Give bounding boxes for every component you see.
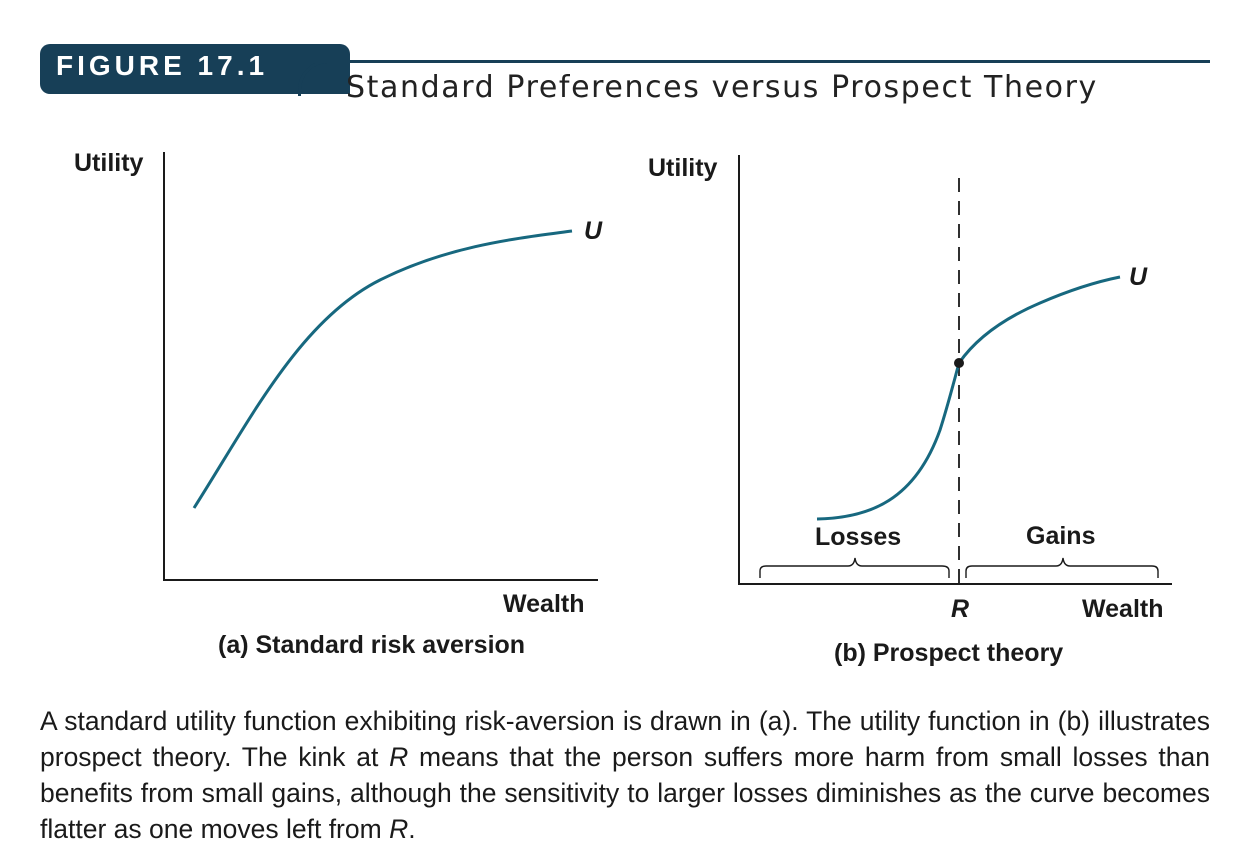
panel-b-loss-curve	[816, 362, 961, 521]
caption-r-2: R	[389, 814, 409, 844]
caption-part-1: A standard utility function exhibiting r…	[40, 706, 1210, 772]
reference-point-label: R	[951, 595, 969, 623]
panel-b-y-axis-label: Utility	[648, 154, 718, 182]
caption-r-1: R	[389, 742, 409, 772]
caption-part-3: .	[408, 814, 416, 844]
kink-point	[954, 358, 964, 368]
panel-a-y-axis-label: Utility	[74, 149, 144, 177]
panel-b-gain-curve	[957, 275, 1121, 364]
panel-b-curve-label: U	[1129, 263, 1148, 291]
figure-title: Standard Preferences versus Prospect The…	[346, 70, 1098, 105]
panel-a-utility-curve	[192, 229, 573, 509]
gains-brace	[965, 557, 1159, 578]
panel-b-caption: (b) Prospect theory	[834, 639, 1063, 667]
panel-b-x-axis-label: Wealth	[1082, 595, 1164, 623]
panel-a: Utility Wealth U (a) Standard risk avers…	[74, 149, 603, 659]
diagram-canvas: Utility Wealth U (a) Standard risk avers…	[74, 149, 1172, 667]
losses-brace	[759, 557, 950, 578]
figure-label: FIGURE 17.1	[56, 50, 269, 81]
panel-a-x-axis-label: Wealth	[503, 590, 585, 618]
panel-a-curve-label: U	[584, 217, 603, 245]
title-rule	[300, 60, 1210, 63]
losses-label: Losses	[815, 523, 901, 551]
gains-label: Gains	[1026, 522, 1095, 550]
caption-part-2: means that the person suffers more harm …	[40, 742, 1210, 844]
figure-caption: A standard utility function exhibiting r…	[40, 703, 1210, 847]
panel-b: Utility Wealth U R Losses Gains (b) Pros…	[648, 154, 1172, 667]
panel-a-caption: (a) Standard risk aversion	[218, 631, 525, 659]
